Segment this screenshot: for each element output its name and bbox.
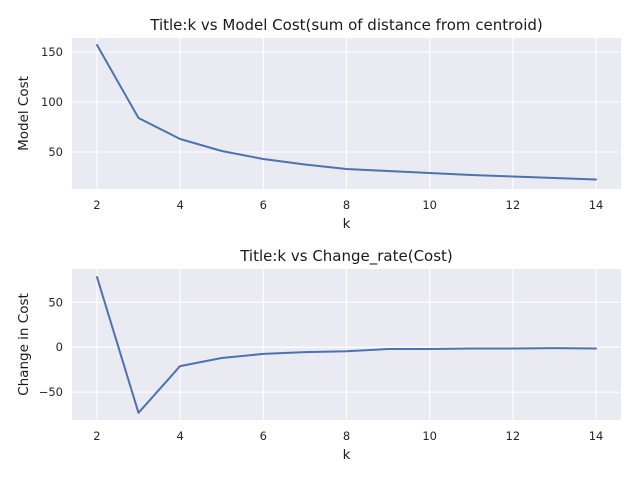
- y-axis-label: Change in Cost: [16, 293, 32, 396]
- series-line: [96, 276, 597, 414]
- x-tick-label: 12: [506, 429, 521, 443]
- y-ticks: −50 0 50: [39, 295, 63, 399]
- x-axis-label: k: [343, 216, 351, 232]
- x-tick-label: 4: [176, 429, 183, 443]
- x-tick-label: 6: [260, 429, 267, 443]
- y-axis-label: Model Cost: [16, 76, 32, 151]
- grid: [72, 38, 621, 189]
- y-ticks: 50 100 150: [41, 45, 63, 159]
- chart-title: Title:k vs Change_rate(Cost): [239, 247, 453, 266]
- y-tick-label: 150: [41, 45, 63, 59]
- y-tick-label: −50: [39, 385, 63, 399]
- chart-model-cost: Title:k vs Model Cost(sum of distance fr…: [16, 16, 621, 232]
- x-tick-label: 8: [343, 429, 350, 443]
- grid: [72, 269, 621, 420]
- series-line: [96, 44, 597, 181]
- x-tick-label: 6: [260, 198, 267, 212]
- y-tick-label: 100: [41, 95, 63, 109]
- x-tick-label: 4: [176, 198, 183, 212]
- x-ticks: 2 4 6 8 10 12 14: [93, 429, 603, 443]
- x-tick-label: 2: [93, 429, 100, 443]
- chart-title: Title:k vs Model Cost(sum of distance fr…: [149, 16, 542, 34]
- x-tick-label: 14: [589, 429, 604, 443]
- chart-change-rate: Title:k vs Change_rate(Cost) 2 4 6 8 10 12 14 …: [16, 247, 621, 463]
- x-axis-label: k: [343, 447, 351, 463]
- x-tick-label: 14: [589, 198, 604, 212]
- x-tick-label: 10: [422, 198, 437, 212]
- y-tick-label: 50: [48, 145, 63, 159]
- x-tick-label: 2: [93, 198, 100, 212]
- x-tick-label: 10: [422, 429, 437, 443]
- y-tick-label: 50: [48, 295, 63, 309]
- x-ticks: 2 4 6 8 10 12 14: [93, 198, 603, 212]
- x-tick-label: 12: [506, 198, 521, 212]
- x-tick-label: 8: [343, 198, 350, 212]
- y-tick-label: 0: [56, 340, 63, 354]
